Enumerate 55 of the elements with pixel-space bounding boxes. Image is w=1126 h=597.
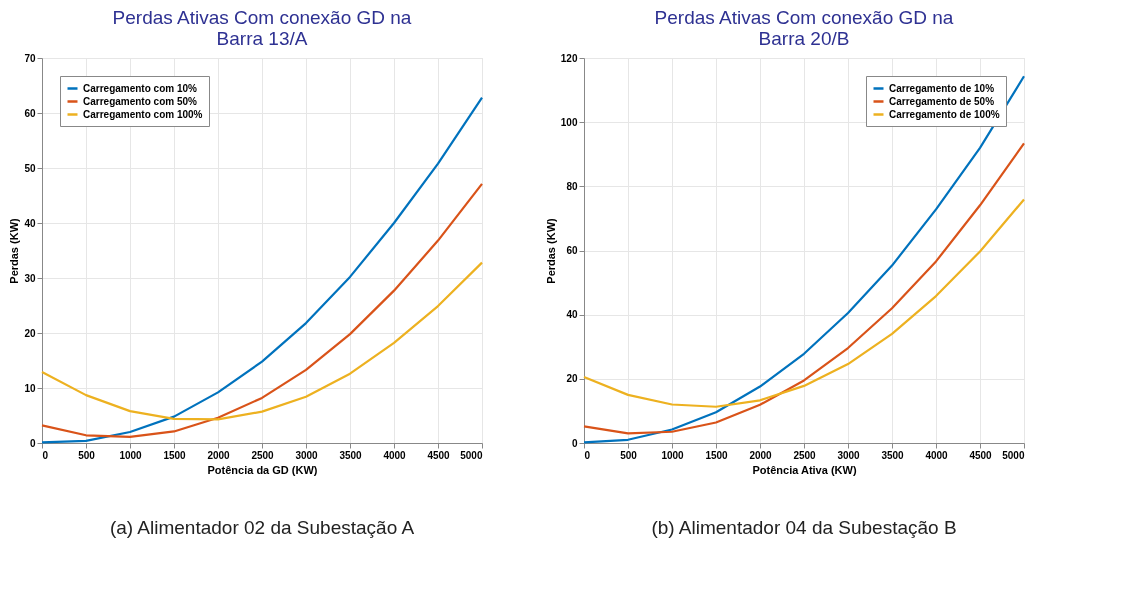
y-tick-label: 20: [566, 373, 578, 385]
x-tick-label: 0: [584, 449, 591, 461]
x-tick-label: 2000: [749, 449, 773, 461]
x-tick-label: 2500: [251, 449, 275, 461]
x-tick-label: 2000: [207, 449, 231, 461]
x-tick-label: 1000: [661, 449, 685, 461]
y-tick-label: 80: [566, 180, 578, 192]
x-tick-label: 5000: [1002, 449, 1025, 461]
x-tick-label: 3500: [339, 449, 363, 461]
line-series: [40, 261, 484, 421]
legend-label: Carregamento com 10%: [83, 82, 198, 94]
x-tick-label: 500: [78, 449, 96, 461]
x-tick-label: 3000: [295, 449, 319, 461]
x-tick-label: 3500: [881, 449, 905, 461]
y-tick-label: 40: [24, 217, 36, 229]
x-tick-label: 0: [42, 449, 49, 461]
legend-label: Carregamento de 100%: [889, 108, 1000, 120]
x-tick-label: 2500: [793, 449, 817, 461]
text: (a) Alimentador 02 da Subestação A: [109, 517, 415, 538]
y-tick-label: 30: [24, 272, 36, 284]
legend-label: Carregamento com 50%: [83, 95, 198, 107]
chart-title: Perdas Ativas Com conexão GD na Barra 13/A: [112, 7, 412, 49]
line-series: [40, 182, 484, 439]
x-tick-label: 3000: [837, 449, 861, 461]
y-tick-label: 70: [24, 52, 36, 64]
x-tick-label: 500: [620, 449, 638, 461]
x-tick-label: 1500: [705, 449, 729, 461]
y-tick-label: 10: [24, 382, 36, 394]
x-tick-label: 4500: [427, 449, 451, 461]
line-series: [582, 198, 1026, 408]
y-tick-label: 50: [24, 162, 36, 174]
x-tick-label: 5000: [460, 449, 483, 461]
y-tick-label: 60: [566, 245, 578, 256]
x-tick-label: 4500: [969, 449, 993, 461]
y-tick-label: 120: [560, 52, 578, 64]
y-axis-title: Perdas (KW): [544, 217, 557, 284]
legend-label: Carregamento de 10%: [889, 82, 995, 94]
legend-label: Carregamento com 100%: [83, 108, 203, 120]
y-tick-label: 40: [566, 309, 578, 321]
y-tick-label: 0: [29, 437, 36, 449]
x-tick-label: 4000: [383, 449, 407, 461]
line-series: [582, 142, 1026, 435]
x-tick-label: 1000: [119, 449, 143, 461]
x-tick-label: 4000: [925, 449, 949, 461]
y-axis-title: Perdas (KW): [8, 217, 21, 284]
chart-title: Perdas Ativas Com conexão GD na Barra 20/B: [654, 7, 954, 49]
legend-label: Carregamento de 50%: [889, 95, 995, 107]
y-tick-label: 100: [560, 116, 578, 128]
y-tick-label: 20: [24, 327, 36, 339]
y-tick-label: 60: [24, 107, 36, 119]
y-tick-label: 0: [571, 437, 578, 449]
x-tick-label: 1500: [163, 449, 187, 461]
text: (b) Alimentador 04 da Subestação B: [651, 517, 957, 538]
x-axis-title: Potência da GD (KW): [207, 463, 318, 476]
x-axis-title: Potência Ativa (KW): [752, 463, 857, 476]
